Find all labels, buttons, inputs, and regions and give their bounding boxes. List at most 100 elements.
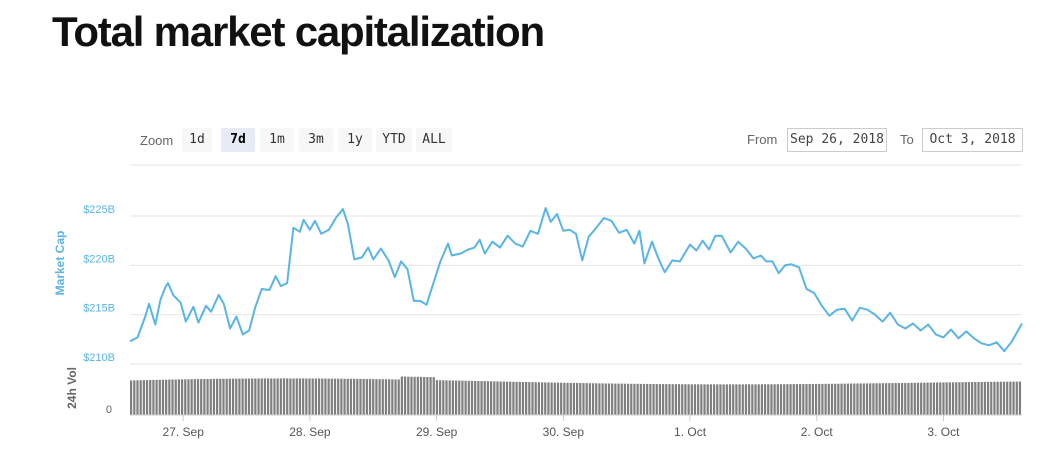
volume-bar [971, 382, 974, 415]
x-tick-label: 28. Sep [289, 425, 331, 439]
volume-bar [1012, 381, 1015, 415]
volume-bar [193, 379, 196, 415]
volume-bar [279, 378, 282, 415]
volume-bar [601, 383, 604, 415]
volume-bar [916, 382, 920, 415]
volume-bar [859, 383, 862, 415]
range-button-1d[interactable]: 1d [182, 128, 212, 152]
from-date-input[interactable]: Sep 26, 2018 [787, 128, 887, 152]
volume-bar [888, 383, 891, 415]
volume-bar [550, 382, 553, 415]
volume-bar [375, 379, 378, 415]
volume-bar [187, 379, 190, 415]
volume-bar [983, 381, 986, 415]
volume-bar [196, 379, 200, 415]
volume-bar [623, 383, 627, 415]
volume-bar [512, 381, 515, 415]
volume-bar [671, 384, 674, 415]
volume-bar [754, 384, 757, 415]
volume-bar [738, 384, 741, 415]
volume-bar [786, 384, 789, 415]
volume-bar [531, 382, 534, 415]
range-button-3m[interactable]: 3m [299, 128, 333, 152]
volume-bar [712, 384, 716, 415]
volume-bar [722, 384, 725, 415]
volume-bar [171, 379, 174, 415]
volume-bar [168, 379, 171, 415]
volume-bar [152, 379, 155, 415]
range-button-1m[interactable]: 1m [260, 128, 294, 152]
volume-bar [368, 379, 372, 415]
volume-bar [454, 380, 458, 415]
volume-bar [149, 379, 152, 415]
volume-bar [464, 380, 467, 415]
volume-bar [372, 379, 375, 415]
y-axis-title: Market Cap [53, 231, 67, 296]
volume-bar [658, 384, 662, 415]
volume-bar [875, 383, 878, 415]
volume-bar [885, 383, 888, 415]
volume-bar [757, 384, 760, 415]
volume-bar [872, 383, 875, 415]
volume-bar [929, 382, 932, 415]
volume-bar [652, 384, 655, 415]
volume-bar [467, 380, 470, 415]
volume-bar [697, 384, 700, 415]
volume-bar [1015, 381, 1018, 415]
volume-bar [964, 382, 967, 415]
volume-bar [869, 383, 872, 415]
volume-bar [505, 381, 509, 415]
volume-bar [1002, 381, 1006, 415]
volume-bar [540, 382, 544, 415]
volume-bar [324, 378, 327, 415]
volume-bar [805, 384, 808, 415]
volume-bar [410, 376, 413, 415]
volume-bar [939, 382, 942, 415]
volume-bar [703, 384, 706, 415]
volume-bar [923, 382, 926, 415]
volume-bar [830, 383, 834, 415]
y-tick-label: $210B [83, 352, 115, 364]
volume-bar [646, 383, 649, 415]
volume-bar [270, 378, 273, 415]
range-button-ytd[interactable]: YTD [376, 128, 412, 152]
volume-bar [897, 383, 900, 415]
volume-bar [534, 382, 537, 415]
volume-bar [955, 382, 958, 415]
volume-bar [547, 382, 550, 415]
volume-bar [840, 383, 843, 415]
volume-bar [209, 378, 212, 415]
volume-bar [818, 383, 821, 415]
range-button-1y[interactable]: 1y [338, 128, 372, 152]
range-button-all[interactable]: ALL [416, 128, 452, 152]
volume-bar [996, 381, 999, 415]
volume-bar [630, 383, 633, 415]
volume-bar [359, 378, 362, 415]
volume-bar [735, 384, 738, 415]
volume-bar [346, 378, 349, 415]
volume-bar [244, 378, 247, 415]
volume-bar [477, 381, 480, 415]
volume-bar [381, 379, 384, 415]
volume-bar [145, 380, 149, 415]
volume-bar [725, 384, 728, 415]
volume-bar [770, 384, 773, 415]
range-button-7d[interactable]: 7d [221, 128, 255, 152]
volume-bar [553, 382, 556, 415]
volume-bar [967, 382, 971, 415]
to-date-input[interactable]: Oct 3, 2018 [922, 128, 1023, 152]
volume-bar [563, 382, 566, 415]
x-tick-label: 2. Oct [801, 425, 834, 439]
volume-bar [502, 381, 505, 415]
page-title: Total market capitalization [52, 8, 545, 55]
volume-bar [413, 376, 416, 415]
volume-bar [308, 378, 311, 415]
volume-bar [521, 381, 525, 415]
volume-bar [407, 376, 410, 415]
volume-bar [993, 381, 996, 415]
volume-bar [649, 383, 652, 415]
volume-bar [282, 378, 286, 415]
volume-bar [333, 378, 337, 415]
from-label: From [747, 132, 778, 147]
volume-bar [509, 381, 512, 415]
